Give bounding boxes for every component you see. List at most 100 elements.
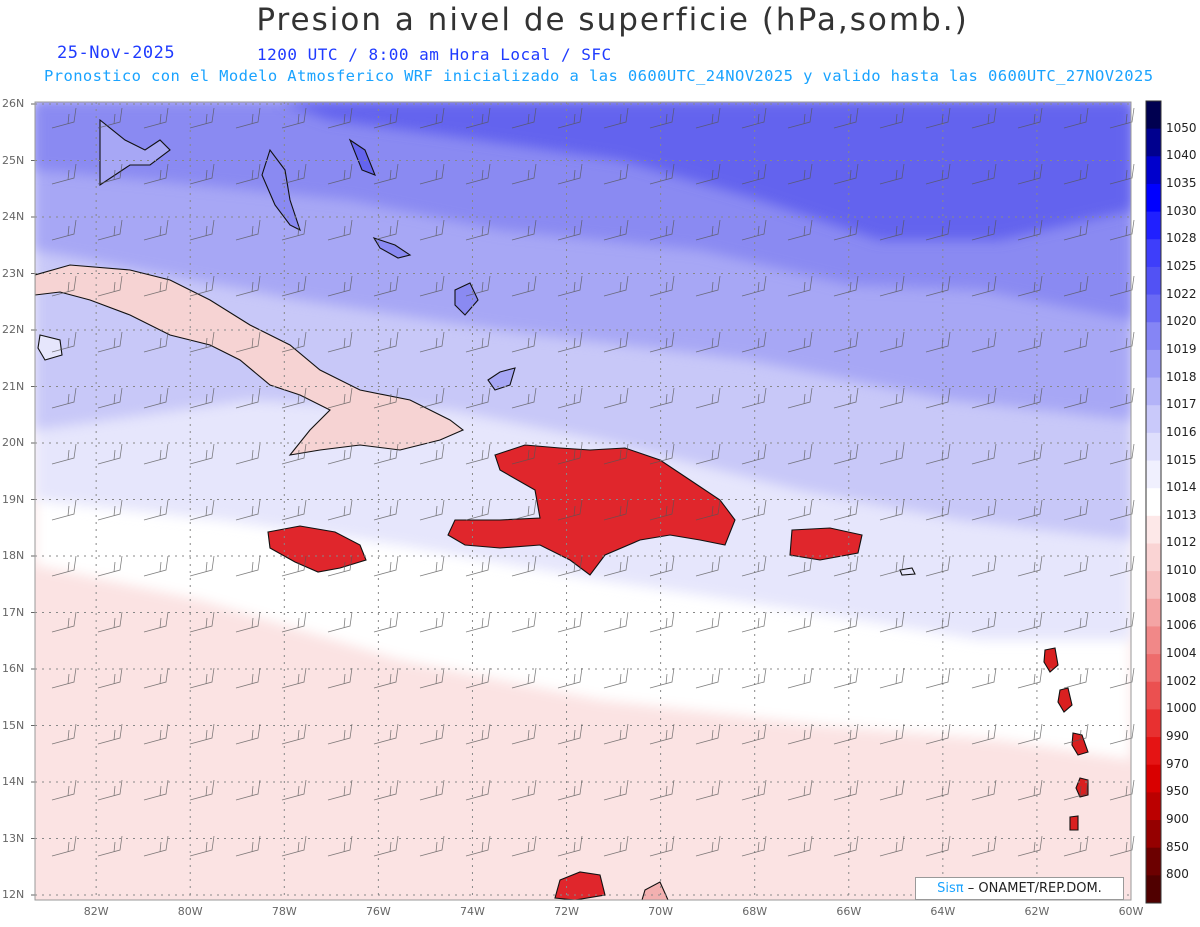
lon-label: 64W (930, 905, 956, 918)
wind-barb (51, 443, 77, 465)
wind-barb (465, 331, 491, 353)
wind-barb (281, 835, 307, 857)
wind-barb (189, 107, 215, 129)
wind-barb (879, 555, 905, 577)
wind-barb (1063, 667, 1089, 689)
wind-barb (1017, 163, 1043, 185)
wind-barb (1017, 107, 1043, 129)
wind-barb (879, 443, 905, 465)
wind-barb (557, 443, 583, 465)
wind-barb (925, 667, 951, 689)
wind-barb (649, 723, 675, 745)
wind-barb (695, 667, 721, 689)
wind-barb (327, 723, 353, 745)
lat-label: 12N (2, 888, 25, 901)
wind-barb (189, 443, 215, 465)
wind-barb (419, 275, 445, 297)
lon-label: 62W (1024, 905, 1050, 918)
colorbar-label: 1025 (1166, 258, 1197, 273)
colorbar-swatch (1146, 183, 1161, 213)
wind-barb (143, 667, 169, 689)
wind-barb (419, 443, 445, 465)
wind-barb (281, 219, 307, 241)
wind-barb (97, 443, 123, 465)
virgin-islands (899, 567, 916, 576)
wind-barb (465, 499, 491, 521)
credit-box: Sisπ – ONAMET/REP.DOM. (915, 877, 1124, 900)
wind-barb (925, 499, 951, 521)
lon-label: 76W (365, 905, 391, 918)
wind-barb (833, 219, 859, 241)
hispaniola (447, 444, 736, 576)
wind-barb (419, 555, 445, 577)
colorbar-swatch (1146, 266, 1161, 296)
wind-barb (1063, 779, 1089, 801)
colorbar-swatch (1146, 239, 1161, 268)
wind-barb (465, 219, 491, 241)
wind-barb (189, 555, 215, 577)
wind-barb (787, 275, 813, 297)
wind-barb (971, 499, 997, 521)
wind-barb (373, 331, 399, 353)
wind-barb (603, 611, 629, 633)
wind-barb (925, 331, 951, 353)
wind-barb (189, 331, 215, 353)
wind-barb (879, 163, 905, 185)
wind-barb (511, 723, 537, 745)
coastlines (35, 118, 1089, 900)
wind-barb (833, 723, 859, 745)
wind-barb (97, 779, 123, 801)
lon-label: 82W (83, 905, 109, 918)
wind-barb (1017, 219, 1043, 241)
wind-barb (465, 555, 491, 577)
wind-barb (1017, 443, 1043, 465)
wind-barb (741, 835, 767, 857)
lon-label: 60W (1118, 905, 1144, 918)
wind-barb (373, 219, 399, 241)
colorbar-label: 1022 (1166, 286, 1197, 301)
wind-barb (281, 667, 307, 689)
wind-barb (603, 275, 629, 297)
wind-barb (373, 107, 399, 129)
wind-barb (603, 835, 629, 857)
wind-barb (1109, 163, 1135, 185)
colorbar-swatch (1146, 405, 1161, 434)
wind-barb (971, 275, 997, 297)
wind-barb (189, 387, 215, 409)
colorbar-label: 1019 (1166, 341, 1197, 356)
wind-barb (649, 611, 675, 633)
wind-barb (787, 779, 813, 801)
wind-barb (557, 331, 583, 353)
wind-barb (1109, 499, 1135, 521)
wind-barb (557, 555, 583, 577)
lon-label: 66W (836, 905, 862, 918)
wind-barb (741, 387, 767, 409)
wind-barb (281, 387, 307, 409)
colorbar-swatch (1146, 571, 1161, 600)
wind-barb (603, 723, 629, 745)
colorbar-swatch (1146, 737, 1161, 766)
wind-barb (235, 611, 261, 633)
wind-barb (925, 163, 951, 185)
lat-label: 17N (2, 605, 25, 619)
colorbar-swatch (1146, 875, 1161, 903)
wind-barb (419, 107, 445, 129)
wind-barb (879, 275, 905, 297)
wind-barb (971, 723, 997, 745)
wind-barb (649, 555, 675, 577)
wind-barb (557, 163, 583, 185)
wind-barb (879, 779, 905, 801)
wind-barb (971, 331, 997, 353)
wind-barb (235, 331, 261, 353)
wind-barb (695, 163, 721, 185)
wind-barb (603, 555, 629, 577)
wind-barb (97, 499, 123, 521)
wind-barb (695, 107, 721, 129)
colorbar-swatch (1146, 460, 1161, 489)
south-america-coast (554, 871, 606, 900)
wind-barb (419, 331, 445, 353)
wind-barb (235, 219, 261, 241)
wind-barb (281, 443, 307, 465)
wind-barb (51, 219, 77, 241)
colorbar-swatch (1146, 432, 1161, 462)
